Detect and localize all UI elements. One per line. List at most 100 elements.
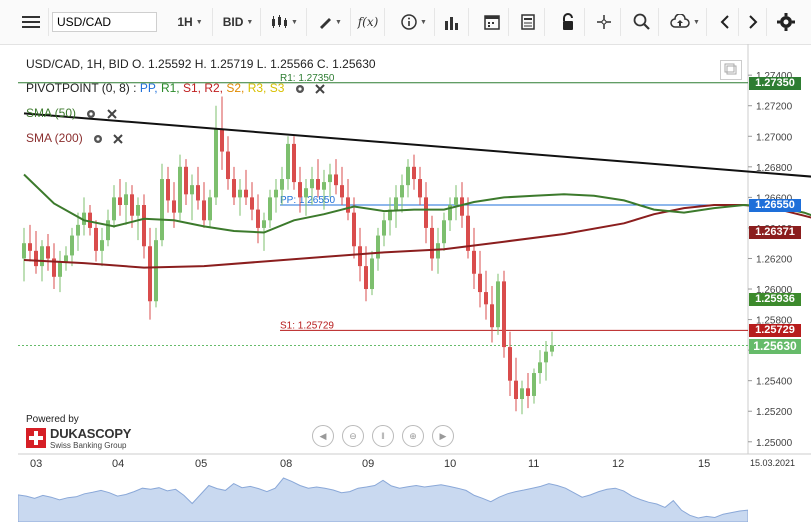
candle-body [484, 292, 488, 305]
trendline [23, 112, 811, 178]
candle-body [154, 240, 158, 302]
cloud-upload-button[interactable]: ▼ [664, 8, 707, 36]
candle-body [412, 166, 416, 180]
volume-bars-button[interactable] [436, 8, 469, 36]
price-tag: 1.25936 [749, 292, 801, 306]
pivot-legend-items: PP, R1, S1, R2, S2, R3, S3 [140, 81, 285, 95]
navigator-area [18, 477, 748, 522]
gear-icon[interactable] [92, 133, 104, 145]
candle-body [286, 143, 290, 180]
price-type-label: BID [222, 15, 244, 29]
price-type-button[interactable]: BID ▼ [216, 8, 261, 36]
candle-body [70, 235, 74, 256]
candle-body [454, 197, 458, 206]
candle-body [520, 388, 524, 400]
scroll-left-button[interactable] [712, 8, 739, 36]
candle-body [478, 273, 482, 293]
sma50-legend: SMA (50) [26, 106, 117, 120]
candle-body [130, 194, 134, 216]
candle-body [118, 197, 122, 206]
sma50-legend-label: SMA (50) [26, 106, 77, 120]
gear-icon[interactable] [85, 108, 97, 120]
y-tick-label: 1.25200 [756, 407, 793, 418]
lock-button[interactable] [552, 8, 585, 36]
scroll-right-button[interactable] [740, 8, 767, 36]
chart-area[interactable]: 1.274001.272001.270001.268001.266001.264… [0, 44, 811, 522]
candle-body [514, 380, 518, 400]
ohlc-legend: USD/CAD, 1H, BID O. 1.25592 H. 1.25719 L… [26, 57, 376, 71]
price-tag: 1.26371 [749, 226, 801, 240]
date-tick-label: 03 [30, 458, 43, 470]
candle-body [88, 212, 92, 228]
pan-right-button[interactable]: ▶ [432, 425, 454, 447]
pivot-item-r3: R3, [247, 81, 270, 95]
symbol-input[interactable] [52, 12, 157, 32]
settings-button[interactable] [772, 8, 800, 36]
calendar-button[interactable] [476, 8, 509, 36]
swiss-cross-icon [26, 428, 46, 448]
zoom-in-button[interactable]: ⊕ [402, 425, 424, 447]
candle-body [424, 197, 428, 228]
candlestick-type-button[interactable]: ▼ [262, 8, 307, 36]
chart-canvas[interactable]: 1.274001.272001.270001.268001.266001.264… [0, 44, 811, 522]
close-icon[interactable] [315, 84, 325, 94]
zoom-out-button[interactable]: ⊖ [342, 425, 364, 447]
candle-body [490, 304, 494, 328]
candle-body [172, 200, 176, 213]
y-tick-label: 1.26000 [756, 285, 793, 296]
candle-body [58, 261, 62, 277]
candle-body [382, 220, 386, 236]
candle-body [40, 246, 44, 267]
candle-body [346, 197, 350, 213]
menu-icon[interactable] [14, 8, 49, 36]
candle-body [310, 179, 314, 189]
date-tick-label: 12 [612, 458, 625, 470]
close-icon[interactable] [106, 109, 117, 119]
candle-body [322, 182, 326, 190]
candle-body [232, 179, 236, 198]
dukascopy-logo: DUKASCOPY Swiss Banking Group [26, 426, 131, 450]
candle-body [550, 345, 554, 352]
candle-body [472, 250, 476, 274]
candle-body [292, 143, 296, 183]
candle-body [436, 243, 440, 259]
draw-line-button[interactable]: ▼ [310, 8, 351, 36]
candle-body [76, 224, 80, 236]
fullscreen-icon [724, 63, 737, 75]
date-tick-label: 04 [112, 458, 125, 470]
indicator-button[interactable]: f(x) [352, 8, 385, 36]
candle-body [430, 227, 434, 259]
timeframe-button[interactable]: 1H ▼ [168, 8, 213, 36]
notes-button[interactable] [512, 8, 545, 36]
candle-body [394, 197, 398, 210]
volume-bars-icon [445, 17, 458, 30]
zoom-button[interactable] [626, 8, 659, 36]
close-icon[interactable] [113, 134, 124, 144]
timeframe-label: 1H [177, 15, 193, 29]
candle-body [388, 209, 392, 221]
arrow-left-icon [720, 15, 729, 29]
candle-body [190, 185, 194, 195]
pause-button[interactable]: ‖ [372, 425, 394, 447]
gear-icon[interactable] [294, 83, 306, 95]
settings-icon [777, 13, 795, 31]
candle-body [358, 246, 362, 267]
fullscreen-button[interactable] [720, 60, 742, 80]
crosshair-button[interactable] [588, 8, 621, 36]
info-button[interactable]: ▼ [394, 8, 435, 36]
y-tick-label: 1.26600 [756, 193, 793, 204]
pan-left-button[interactable]: ◀ [312, 425, 334, 447]
candle-body [208, 197, 212, 221]
candle-body [250, 197, 254, 210]
candle-body [28, 243, 32, 251]
chart-nav-controls: ◀ ⊖ ‖ ⊕ ▶ [312, 425, 454, 447]
candle-body [256, 209, 260, 228]
candle-body [184, 166, 188, 195]
price-tag: 1.25729 [749, 324, 801, 338]
candle-body [244, 189, 248, 198]
candle-body [442, 220, 446, 244]
navigator-strip[interactable] [18, 470, 748, 522]
pivot-item-s2: S2, [226, 81, 248, 95]
date-tick-label: 11 [528, 458, 540, 470]
date-tick-label: 09 [362, 458, 375, 470]
